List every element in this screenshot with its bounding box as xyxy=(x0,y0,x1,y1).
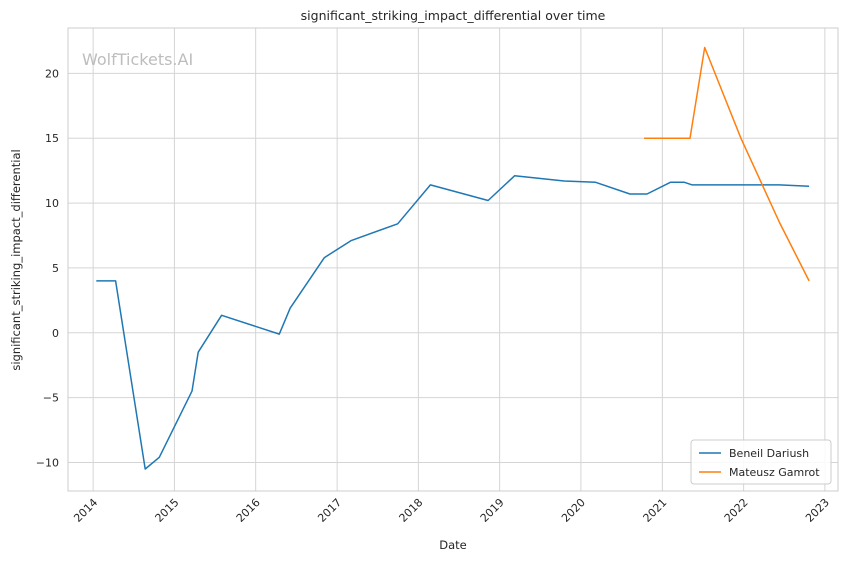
x-tick-label: 2021 xyxy=(640,496,669,525)
y-tick-label: 5 xyxy=(52,262,59,275)
x-axis-label: Date xyxy=(439,538,467,552)
x-tick-label: 2022 xyxy=(722,496,751,525)
legend-label-beneil-dariush: Beneil Dariush xyxy=(729,447,809,460)
series-line-mateusz-gamrot xyxy=(644,46,810,282)
watermark-text: WolfTickets.AI xyxy=(82,50,193,69)
y-tick-label: 15 xyxy=(45,132,59,145)
y-axis-label: significant_striking_impact_differential xyxy=(9,149,23,370)
x-tick-label: 2015 xyxy=(153,496,182,525)
x-tick-label: 2020 xyxy=(559,496,588,525)
plot-area xyxy=(67,27,839,492)
y-tick-label: 10 xyxy=(45,197,59,210)
x-tick-label: 2023 xyxy=(803,496,832,525)
series-line-beneil-dariush xyxy=(96,175,810,470)
x-tick-label: 2019 xyxy=(478,496,507,525)
x-tick-label: 2018 xyxy=(397,496,426,525)
legend-label-mateusz-gamrot: Mateusz Gamrot xyxy=(729,466,820,479)
chart-title: significant_striking_impact_differential… xyxy=(301,8,606,23)
x-tick-label: 2014 xyxy=(71,496,100,525)
y-tick-label: 20 xyxy=(45,67,59,80)
x-tick-label: 2016 xyxy=(234,496,263,525)
y-tick-label: 0 xyxy=(52,327,59,340)
y-tick-label: −10 xyxy=(36,456,59,469)
series-layer xyxy=(96,46,810,470)
y-axis-ticks: −10 −5 0 5 10 15 20 xyxy=(36,67,59,469)
x-axis-ticks: 2014 2015 2016 2017 2018 2019 2020 2021 2022 2023 xyxy=(71,496,832,525)
y-tick-label: −5 xyxy=(43,392,59,405)
legend: Beneil Dariush Mateusz Gamrot xyxy=(690,439,832,485)
x-tick-label: 2017 xyxy=(315,496,344,525)
grid-layer xyxy=(68,28,838,491)
legend-box xyxy=(690,439,832,485)
